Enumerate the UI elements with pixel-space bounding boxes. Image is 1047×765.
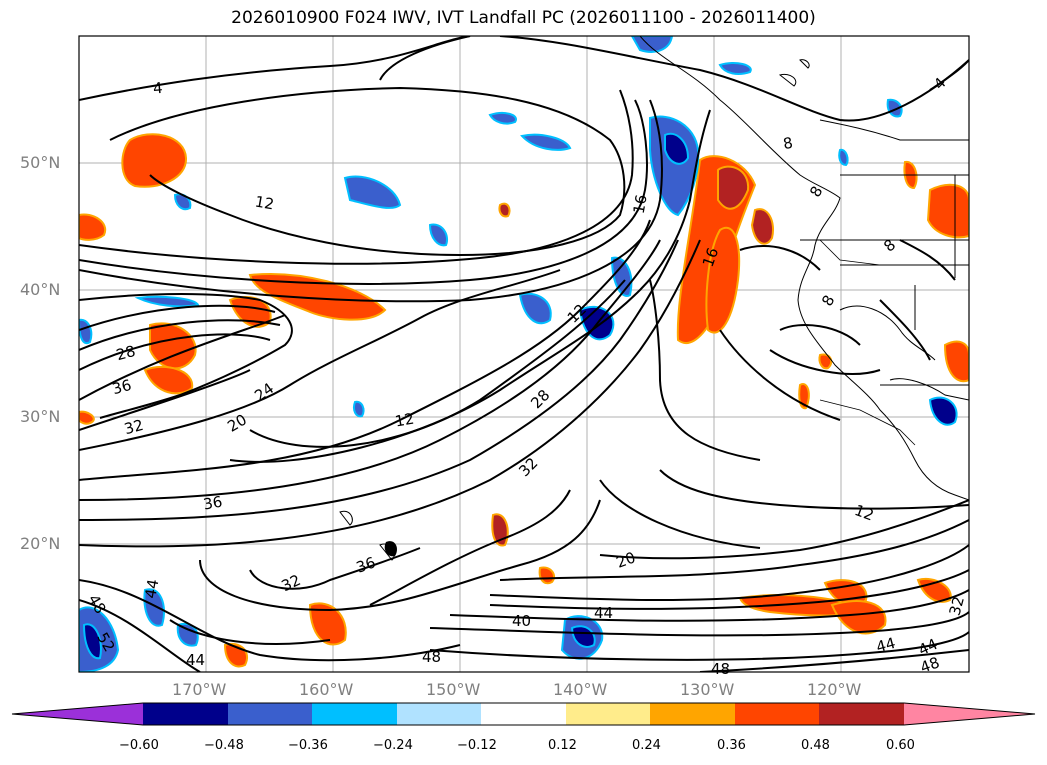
lon-label-130w: 130°W: [680, 680, 735, 699]
plot-frame: [78, 35, 970, 673]
lon-label-150w: 150°W: [426, 680, 481, 699]
contour-label: 20: [614, 548, 638, 571]
colorbar: [11, 702, 1036, 726]
contour-label: 48: [918, 653, 942, 676]
contour-label: 12: [852, 501, 876, 524]
contour-label: 48: [711, 660, 730, 678]
colorbar-segment: [397, 703, 481, 725]
contour-label: 36: [354, 553, 378, 576]
colorbar-segment: [143, 703, 228, 725]
colorbar-segment: [566, 703, 650, 725]
lat-label-50n: 50°N: [20, 153, 61, 172]
colorbar-tick-label: 0.60: [886, 738, 915, 753]
colorbar-tick-label: −0.36: [288, 738, 328, 753]
contour-label: 16: [630, 193, 651, 215]
colorbar-tick-label: −0.12: [457, 738, 497, 753]
colorbar-segment: [481, 703, 566, 725]
colorbar-segment: [735, 703, 819, 725]
lat-label-40n: 40°N: [20, 280, 61, 299]
colorbar-tick-label: 0.36: [717, 738, 746, 753]
contour-label: 28: [114, 342, 137, 364]
lon-label-140w: 140°W: [553, 680, 608, 699]
contour-label: 44: [186, 651, 205, 669]
colorbar-tick-label: −0.60: [119, 738, 159, 753]
colorbar-tick-label: 0.12: [548, 738, 577, 753]
contour-label: 48: [422, 648, 441, 666]
contour-label: 40: [512, 612, 531, 630]
contour-label: 16: [699, 245, 722, 269]
colorbar-arrow-right: [904, 703, 1035, 725]
colorbar-segment: [228, 703, 312, 725]
contour-label: 12: [394, 410, 416, 431]
colorbar-segment: [819, 703, 904, 725]
political-borders: [819, 174, 969, 446]
iwv-contours: [79, 36, 969, 672]
colorbar-segment: [312, 703, 397, 725]
lon-label-160w: 160°W: [299, 680, 354, 699]
contour-label: 4: [152, 79, 163, 98]
contour-label: 36: [110, 376, 133, 398]
colorbar-tick-label: 0.48: [801, 738, 830, 753]
colorbar-tick-label: −0.48: [204, 738, 244, 753]
contour-label: 32: [122, 416, 145, 438]
contour-label: 8: [782, 134, 795, 153]
colorbar-outline: [11, 702, 1036, 726]
lon-label-120w: 120°W: [807, 680, 862, 699]
lon-label-170w: 170°W: [172, 680, 227, 699]
colorbar-arrow-left: [12, 703, 143, 725]
contour-label: 44: [874, 634, 897, 656]
colorbar-tick-label: 0.24: [632, 738, 661, 753]
contour-label: 36: [202, 493, 224, 514]
island-shape: [384, 541, 397, 557]
colorbar-tick-label: −0.24: [373, 738, 413, 753]
contour-label: 12: [254, 192, 276, 213]
contour-label: 32: [946, 594, 968, 617]
contour-label: 44: [141, 578, 162, 600]
lat-label-30n: 30°N: [20, 407, 61, 426]
positive-anomaly-shading: [79, 133, 969, 668]
contour-label: 44: [594, 604, 613, 622]
lat-label-20n: 20°N: [20, 534, 61, 553]
map-title: 2026010900 F024 IWV, IVT Landfall PC (20…: [231, 8, 816, 28]
colorbar-segment: [650, 703, 735, 725]
